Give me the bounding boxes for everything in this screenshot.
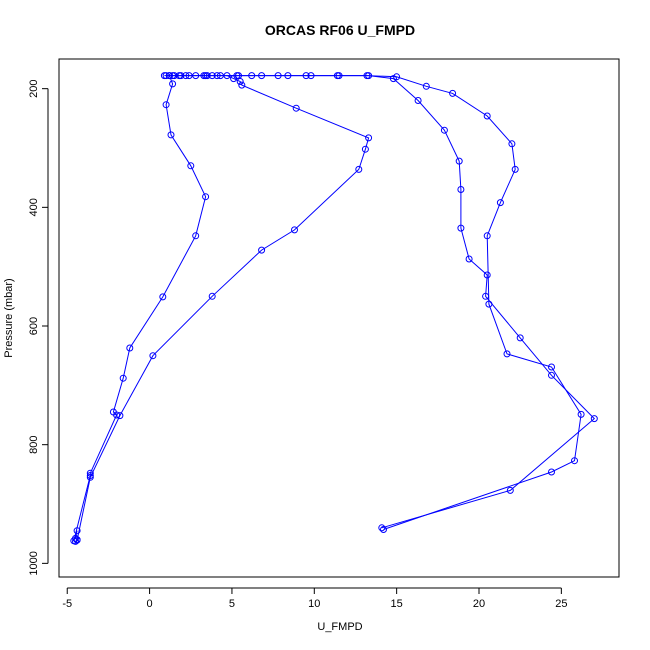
data-point (233, 72, 241, 80)
data-point (223, 72, 231, 80)
data-point (516, 334, 524, 342)
data-point (361, 145, 369, 153)
data-point (506, 486, 514, 494)
data-point (333, 72, 341, 80)
data-point (483, 232, 491, 240)
data-point (465, 255, 473, 263)
series-layer (70, 72, 598, 545)
data-point (482, 292, 490, 300)
data-point (548, 468, 555, 476)
data-point (503, 350, 511, 358)
data-point (414, 97, 422, 104)
data-point (496, 199, 504, 207)
y-tick-label: 1000 (28, 551, 40, 575)
data-point (508, 140, 516, 148)
y-tick-label: 800 (28, 436, 40, 454)
x-tick-label: 5 (229, 598, 235, 610)
data-point (213, 72, 221, 80)
data-point (577, 410, 585, 418)
data-point (162, 101, 170, 109)
data-point (202, 193, 210, 201)
data-point (238, 81, 246, 89)
data-point (86, 473, 94, 481)
data-point (292, 104, 300, 112)
data-point (548, 371, 555, 379)
data-point (258, 72, 266, 80)
data-point (365, 134, 373, 142)
data-point (355, 165, 363, 173)
data-point (149, 352, 157, 360)
data-point (236, 78, 244, 85)
x-tick-label: 25 (555, 598, 567, 610)
data-point (457, 224, 465, 232)
data-point (162, 72, 170, 80)
data-point (159, 293, 167, 301)
y-tick-label: 200 (28, 79, 40, 97)
data-point (109, 408, 117, 416)
x-tick-label: 15 (391, 598, 403, 610)
data-point (200, 72, 208, 80)
data-point (590, 415, 598, 423)
data-point (167, 131, 175, 139)
data-point (116, 412, 124, 420)
y-axis-label: Pressure (mbar) (3, 278, 15, 357)
y-tick-label: 600 (28, 317, 40, 335)
x-tick-label: 10 (308, 598, 320, 610)
data-point (170, 72, 178, 80)
series-line (75, 75, 596, 542)
data-point (177, 72, 185, 80)
series-2 (72, 72, 598, 545)
x-axis: -5 0 5 10 15 20 25 (62, 587, 567, 610)
data-point (455, 157, 463, 165)
x-tick-label: 0 (147, 598, 153, 610)
data-point (208, 72, 216, 80)
data-point (389, 75, 397, 83)
data-point (483, 271, 491, 279)
data-point (169, 80, 177, 88)
data-point (73, 527, 81, 535)
data-point (511, 165, 519, 173)
chart-title: ORCAS RF06 U_FMPD (265, 22, 415, 38)
data-point (483, 112, 491, 120)
data-point (548, 363, 555, 371)
x-tick-label: -5 (62, 598, 72, 610)
data-point (284, 72, 292, 80)
plot-area (58, 58, 620, 578)
data-point (72, 537, 79, 545)
data-point (365, 72, 373, 80)
x-axis-label: U_FMPD (317, 621, 362, 633)
data-point (422, 82, 430, 90)
x-tick-label: 20 (473, 598, 485, 610)
data-point (571, 457, 578, 465)
series-line (73, 75, 582, 541)
data-point (258, 246, 266, 254)
data-point (119, 374, 127, 382)
data-point (449, 89, 457, 97)
series-1 (70, 72, 585, 545)
data-point (378, 524, 386, 532)
data-point (187, 162, 195, 170)
y-tick-label: 400 (28, 198, 40, 216)
data-point (291, 226, 298, 234)
data-point (126, 344, 134, 352)
data-point (380, 526, 387, 533)
data-point (185, 72, 193, 80)
data-point (192, 232, 200, 240)
data-point (73, 536, 81, 544)
data-point (457, 186, 465, 193)
data-point (165, 72, 173, 80)
data-point (208, 292, 216, 300)
data-point (440, 126, 448, 134)
data-point (302, 72, 310, 80)
y-axis: 200 400 600 800 1000 (28, 79, 49, 576)
